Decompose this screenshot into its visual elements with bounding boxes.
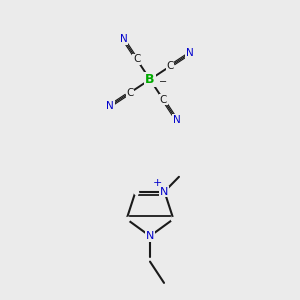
Text: N: N [172, 115, 180, 124]
Text: N: N [186, 48, 194, 58]
Text: N: N [146, 231, 154, 241]
Text: C: C [160, 94, 167, 104]
Text: C: C [167, 61, 174, 71]
Text: N: N [120, 34, 128, 44]
Text: −: − [159, 77, 167, 88]
Text: N: N [106, 101, 114, 111]
Text: B: B [145, 73, 155, 86]
Text: +: + [153, 178, 163, 188]
Text: C: C [133, 55, 140, 64]
Text: N: N [160, 187, 169, 196]
Text: C: C [126, 88, 134, 98]
